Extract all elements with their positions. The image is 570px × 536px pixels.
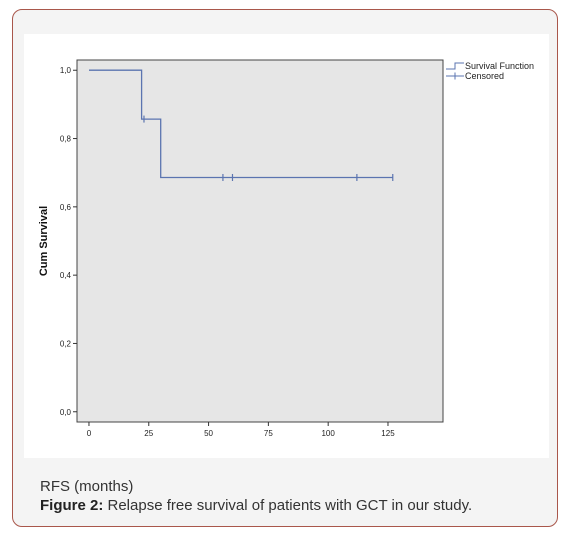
- x-axis: 0 25 50 75 100 125: [87, 422, 395, 438]
- y-tick-label-1: 0,2: [60, 339, 72, 348]
- series-layer: [89, 69, 394, 181]
- legend-label-censored: Censored: [465, 71, 504, 81]
- x-tick-label-25: 25: [144, 429, 153, 438]
- figure-caption: Figure 2: Relapse free survival of patie…: [40, 497, 472, 514]
- x-tick-label-100: 100: [321, 429, 335, 438]
- y-tick-label-4: 0,8: [60, 135, 72, 144]
- figure-description: Relapse free survival of patients with G…: [103, 497, 473, 514]
- x-tick-label-0: 0: [87, 429, 92, 438]
- y-tick-label-3: 0,6: [60, 203, 72, 212]
- y-tick-label-2: 0,4: [60, 271, 72, 280]
- survival-function-line: [89, 69, 393, 179]
- legend-survival-swatch: [446, 62, 464, 70]
- x-tick-label-125: 125: [381, 429, 395, 438]
- x-tick-label-50: 50: [204, 429, 213, 438]
- plot-area: [76, 59, 444, 423]
- y-axis: 0,0 0,2 0,4 0,6 0,8 1,0: [60, 66, 77, 417]
- y-tick-label-5: 1,0: [60, 66, 72, 75]
- y-tick-label-0: 0,0: [60, 408, 72, 417]
- x-axis-caption: RFS (months): [40, 478, 134, 495]
- legend: Survival Function Censored: [446, 61, 534, 81]
- legend-censored-swatch: [446, 72, 464, 80]
- y-axis-title: Cum Survival: [38, 206, 50, 276]
- legend-label-survival-function: Survival Function: [465, 61, 534, 71]
- survival-chart: 0 25 50 75 100 125 0,0 0,2 0,4 0,6 0,8 1,0 Cum Sur…: [38, 59, 534, 438]
- figure-label: Figure 2:: [40, 497, 104, 514]
- x-tick-label-75: 75: [264, 429, 273, 438]
